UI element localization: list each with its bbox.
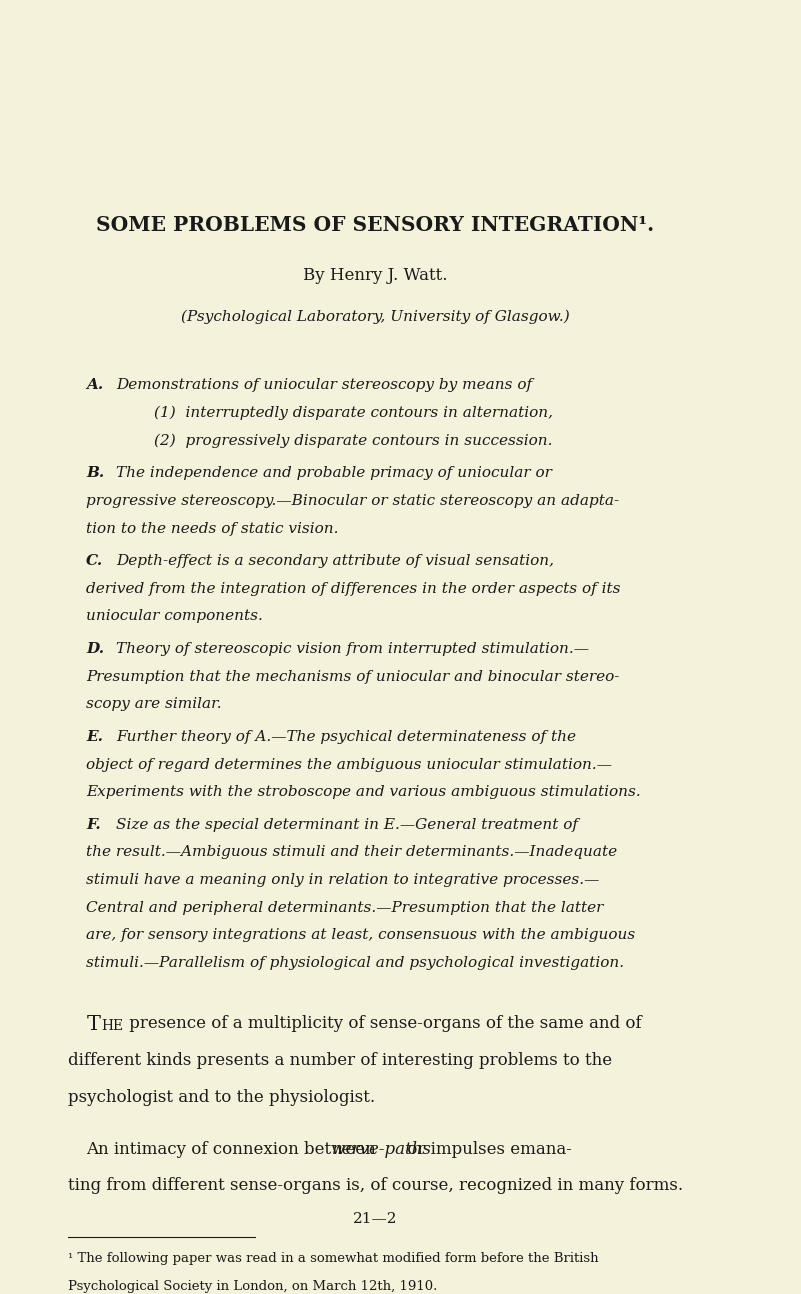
Text: ¹ The following paper was read in a somewhat modified form before the British: ¹ The following paper was read in a some… (67, 1253, 598, 1266)
Text: Size as the special determinant in E.—General treatment of: Size as the special determinant in E.—Ge… (116, 818, 578, 832)
Text: are, for sensory integrations at least, consensuous with the ambiguous: are, for sensory integrations at least, … (87, 928, 635, 942)
Text: tion to the needs of static vision.: tion to the needs of static vision. (87, 521, 339, 536)
Text: (2)  progressively disparate contours in succession.: (2) progressively disparate contours in … (154, 433, 553, 448)
Text: psychologist and to the physiologist.: psychologist and to the physiologist. (67, 1088, 375, 1105)
Text: Depth-effect is a secondary attribute of visual sensation,: Depth-effect is a secondary attribute of… (116, 554, 554, 568)
Text: presence of a multiplicity of sense-organs of the same and of: presence of a multiplicity of sense-orga… (124, 1016, 642, 1033)
Text: D.: D. (87, 642, 104, 656)
Text: An intimacy of connexion between: An intimacy of connexion between (87, 1140, 381, 1158)
Text: Demonstrations of uniocular stereoscopy by means of: Demonstrations of uniocular stereoscopy … (116, 378, 533, 392)
Text: object of regard determines the ambiguous uniocular stimulation.—: object of regard determines the ambiguou… (87, 757, 612, 771)
Text: 21—2: 21—2 (353, 1212, 397, 1227)
Text: nerve-paths: nerve-paths (332, 1140, 432, 1158)
Text: E.: E. (87, 730, 103, 744)
Text: By Henry J. Watt.: By Henry J. Watt. (303, 268, 448, 285)
Text: Psychological Society in London, on March 12th, 1910.: Psychological Society in London, on Marc… (67, 1281, 437, 1294)
Text: different kinds presents a number of interesting problems to the: different kinds presents a number of int… (67, 1052, 612, 1069)
Text: (Psychological Laboratory, University of Glasgow.): (Psychological Laboratory, University of… (181, 309, 570, 324)
Text: Further theory of A.—The psychical determinateness of the: Further theory of A.—The psychical deter… (116, 730, 577, 744)
Text: C.: C. (87, 554, 103, 568)
Text: T: T (87, 1016, 100, 1034)
Text: (1)  interruptedly disparate contours in alternation,: (1) interruptedly disparate contours in … (154, 406, 553, 421)
Text: HE: HE (102, 1020, 123, 1034)
Text: Presumption that the mechanisms of uniocular and binocular stereo-: Presumption that the mechanisms of unioc… (87, 670, 620, 683)
Text: The independence and probable primacy of uniocular or: The independence and probable primacy of… (116, 466, 552, 480)
Text: scopy are similar.: scopy are similar. (87, 697, 222, 712)
Text: or impulses emana-: or impulses emana- (401, 1140, 572, 1158)
Text: B.: B. (87, 466, 104, 480)
Text: stimuli have a meaning only in relation to integrative processes.—: stimuli have a meaning only in relation … (87, 873, 600, 888)
Text: derived from the integration of differences in the order aspects of its: derived from the integration of differen… (87, 582, 621, 595)
Text: Central and peripheral determinants.—Presumption that the latter: Central and peripheral determinants.—Pre… (87, 901, 604, 915)
Text: progressive stereoscopy.—Binocular or static stereoscopy an adapta-: progressive stereoscopy.—Binocular or st… (87, 494, 619, 509)
Text: Theory of stereoscopic vision from interrupted stimulation.—: Theory of stereoscopic vision from inter… (116, 642, 590, 656)
Text: stimuli.—Parallelism of physiological and psychological investigation.: stimuli.—Parallelism of physiological an… (87, 956, 625, 969)
Text: ting from different sense-organs is, of course, recognized in many forms.: ting from different sense-organs is, of … (67, 1178, 682, 1194)
Text: SOME PROBLEMS OF SENSORY INTEGRATION¹.: SOME PROBLEMS OF SENSORY INTEGRATION¹. (96, 215, 654, 234)
Text: A.: A. (87, 378, 103, 392)
Text: Experiments with the stroboscope and various ambiguous stimulations.: Experiments with the stroboscope and var… (87, 785, 641, 800)
Text: uniocular components.: uniocular components. (87, 609, 264, 624)
Text: F.: F. (87, 818, 101, 832)
Text: the result.—Ambiguous stimuli and their determinants.—Inadequate: the result.—Ambiguous stimuli and their … (87, 845, 618, 859)
